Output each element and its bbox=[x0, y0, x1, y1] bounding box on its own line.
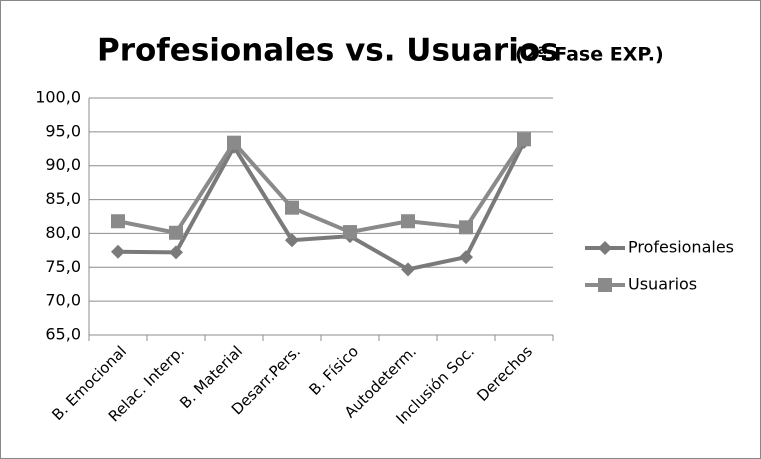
series-line bbox=[117, 141, 526, 272]
y-tick-label: 70,0 bbox=[45, 291, 81, 310]
y-tick-label: 90,0 bbox=[45, 155, 81, 174]
y-tick-label: 65,0 bbox=[45, 325, 81, 344]
y-tick-label: 75,0 bbox=[45, 257, 81, 276]
data-point bbox=[517, 132, 531, 147]
data-point bbox=[285, 233, 299, 248]
legend-marker bbox=[598, 241, 612, 255]
data-point bbox=[401, 214, 415, 229]
y-tick-label: 100,0 bbox=[35, 88, 81, 107]
data-point bbox=[401, 262, 415, 277]
y-tick-label: 95,0 bbox=[45, 121, 81, 140]
legend-marker bbox=[598, 278, 612, 292]
data-point bbox=[459, 250, 473, 265]
legend-label: Profesionales bbox=[628, 238, 734, 257]
data-point bbox=[343, 225, 357, 240]
data-point bbox=[169, 225, 183, 240]
legend-label: Usuarios bbox=[628, 275, 697, 294]
data-point bbox=[111, 244, 125, 259]
data-point bbox=[169, 245, 183, 260]
data-point bbox=[459, 220, 473, 235]
series-line bbox=[117, 138, 526, 235]
chart-subtitle: (2ª Fase EXP.) bbox=[515, 44, 664, 66]
data-point bbox=[111, 214, 125, 229]
data-point bbox=[285, 200, 299, 215]
y-tick-label: 85,0 bbox=[45, 189, 81, 208]
chart-title: Profesionales vs. Usuarios bbox=[97, 33, 559, 69]
data-point bbox=[227, 135, 241, 150]
y-tick-label: 80,0 bbox=[45, 223, 81, 242]
